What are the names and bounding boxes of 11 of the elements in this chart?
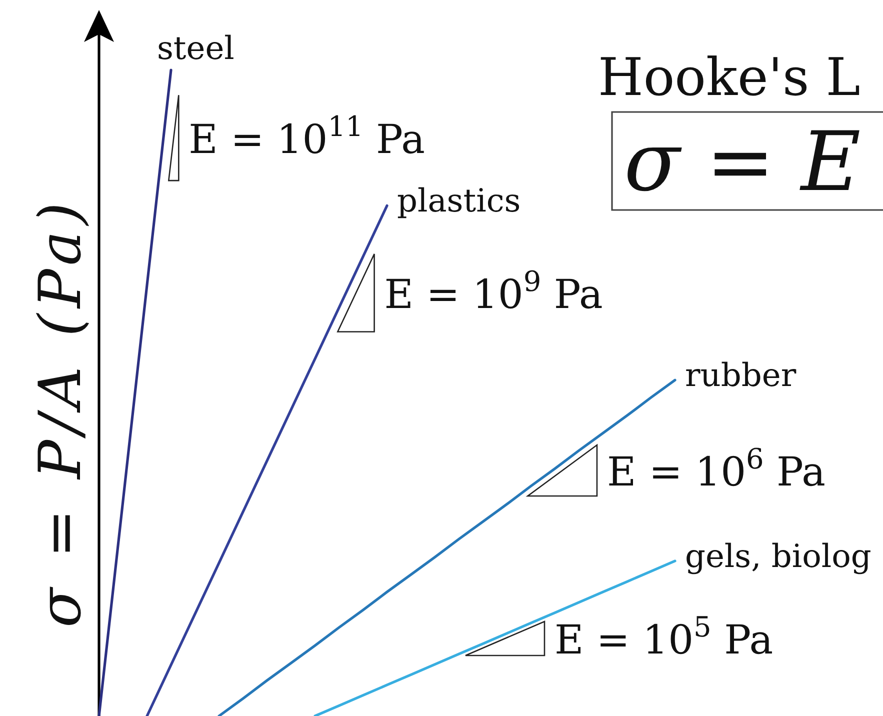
annotation: E = 10$^{6}$ Pa (606, 442, 826, 496)
series-label: rubber (685, 356, 797, 394)
annotation: E = 10$^{5}$ Pa (554, 610, 774, 664)
chart-title: Hooke's L (598, 48, 860, 108)
annotation: E = 10$^{9}$ Pa (384, 265, 603, 318)
text: σ = E (624, 115, 861, 210)
series-label: plastics (397, 182, 521, 220)
series-label: gels, biolog (685, 536, 872, 575)
series-label: steel (157, 29, 234, 67)
annotation: E = 10$^{11}$ Pa (188, 110, 426, 163)
y-axis-title: σ = P/A (Pa) (26, 202, 94, 628)
